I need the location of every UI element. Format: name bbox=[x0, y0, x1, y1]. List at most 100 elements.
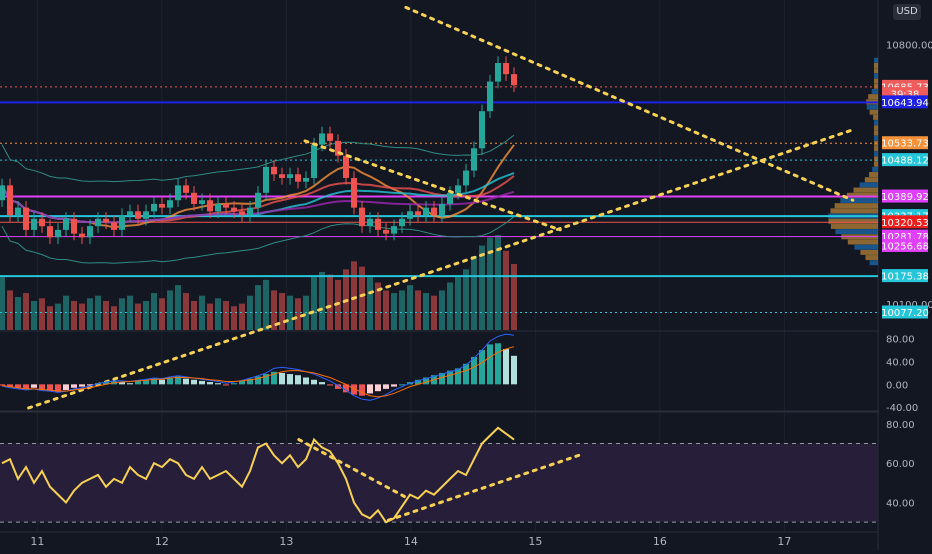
macd-histogram-bar bbox=[63, 384, 69, 391]
macd-histogram-bar bbox=[215, 383, 221, 385]
volume-profile-bar bbox=[853, 187, 878, 193]
time-axis-tick-label: 12 bbox=[155, 535, 169, 548]
volume-bar bbox=[87, 298, 93, 330]
candle-body bbox=[295, 174, 301, 182]
candle-body bbox=[167, 200, 173, 208]
macd-histogram-bar bbox=[463, 363, 469, 385]
candle-body bbox=[191, 192, 197, 204]
candle-body bbox=[127, 211, 133, 216]
volume-profile-bar bbox=[871, 88, 878, 94]
candle-body bbox=[239, 211, 245, 216]
volume-profile-bar bbox=[868, 94, 878, 100]
price-label-tag bbox=[882, 305, 928, 319]
candle-body bbox=[135, 211, 141, 219]
rsi-axis-tick-label: 40.00 bbox=[886, 499, 915, 510]
candle-body bbox=[55, 229, 61, 238]
macd-histogram-bar bbox=[175, 376, 181, 385]
macd-histogram-bar bbox=[375, 384, 381, 392]
macd-histogram-bar bbox=[231, 383, 237, 385]
candle-body bbox=[495, 63, 501, 82]
volume-profile-bar bbox=[869, 260, 878, 266]
macd-histogram-bar bbox=[31, 384, 37, 388]
macd-histogram-bar bbox=[151, 378, 157, 385]
currency-badge[interactable]: USD bbox=[893, 4, 921, 20]
macd-histogram-bar bbox=[183, 378, 189, 385]
macd-histogram-bar bbox=[439, 372, 445, 385]
price-label-text: 10389.92 bbox=[881, 192, 929, 203]
volume-profile-bar bbox=[873, 114, 878, 120]
rsi-trendline bbox=[297, 438, 407, 499]
candle-body bbox=[287, 174, 293, 178]
volume-bar bbox=[55, 303, 61, 330]
rsi-line bbox=[1, 426, 515, 524]
volume-bar bbox=[207, 303, 213, 330]
volume-profile-bar bbox=[854, 244, 878, 250]
macd-histogram-bar bbox=[7, 384, 13, 387]
volume-profile-bar bbox=[834, 203, 878, 209]
volume-bar bbox=[15, 297, 21, 330]
candle-body bbox=[95, 218, 101, 227]
volume-bar bbox=[7, 290, 13, 330]
candle-body bbox=[39, 218, 45, 227]
volume-bar bbox=[367, 277, 373, 330]
candle-body bbox=[151, 203, 157, 212]
signal-line bbox=[1, 346, 515, 398]
candle-body bbox=[279, 174, 285, 178]
price-trendline bbox=[303, 139, 562, 232]
volume-bar bbox=[455, 277, 461, 330]
volume-bar bbox=[311, 277, 317, 330]
candle-body bbox=[47, 226, 53, 238]
rsi-band bbox=[0, 443, 878, 523]
volume-bar bbox=[167, 290, 173, 330]
macd-histogram-bar bbox=[191, 379, 197, 385]
candle-body bbox=[175, 185, 181, 201]
macd-histogram-bar bbox=[135, 380, 141, 385]
volume-bar bbox=[151, 293, 157, 330]
macd-histogram-bar bbox=[159, 379, 165, 385]
macd-histogram-bar bbox=[15, 384, 21, 388]
rsi-trendline bbox=[386, 453, 581, 522]
macd-histogram-bar bbox=[359, 384, 365, 396]
price-label-text: 10256.68 bbox=[881, 241, 929, 252]
candle-body bbox=[343, 155, 349, 178]
volume-bar bbox=[295, 298, 301, 330]
volume-bar bbox=[175, 285, 181, 330]
macd-histogram-bar bbox=[319, 382, 325, 385]
volume-profile-bar bbox=[835, 229, 878, 235]
volume-bar bbox=[431, 295, 437, 330]
volume-bar bbox=[415, 290, 421, 330]
candle-body bbox=[31, 218, 37, 230]
volume-profile-bar bbox=[869, 109, 878, 115]
volume-bar bbox=[143, 300, 149, 330]
macd-histogram-bar bbox=[271, 371, 277, 385]
volume-bar bbox=[103, 300, 109, 330]
time-axis-tick-label: 14 bbox=[404, 535, 418, 548]
candle-body bbox=[63, 218, 69, 230]
volume-bar bbox=[263, 279, 269, 330]
macd-histogram-bar bbox=[79, 384, 85, 387]
macd-histogram-bar bbox=[279, 372, 285, 385]
volume-bar bbox=[447, 282, 453, 330]
volume-profile-bar bbox=[874, 130, 878, 136]
volume-profile-bar bbox=[872, 166, 878, 172]
volume-bar bbox=[23, 293, 29, 330]
macd-histogram-bar bbox=[487, 344, 493, 385]
volume-bar bbox=[351, 261, 357, 330]
macd-histogram-bar bbox=[295, 375, 301, 385]
volume-bar bbox=[399, 290, 405, 330]
price-label-tag bbox=[882, 189, 928, 203]
macd-histogram-bar bbox=[399, 384, 405, 386]
macd-histogram-bar bbox=[455, 368, 461, 385]
macd-histogram-bar bbox=[199, 380, 205, 385]
volume-profile-bar bbox=[866, 104, 878, 110]
volume-profile-bar bbox=[830, 208, 878, 214]
volume-profile-bar bbox=[828, 218, 878, 224]
volume-bar bbox=[71, 300, 77, 330]
macd-histogram-bar bbox=[127, 383, 133, 385]
candle-body bbox=[487, 81, 493, 112]
candle-body bbox=[263, 166, 269, 193]
volume-bar bbox=[407, 285, 413, 330]
macd-histogram-bar bbox=[47, 384, 53, 392]
